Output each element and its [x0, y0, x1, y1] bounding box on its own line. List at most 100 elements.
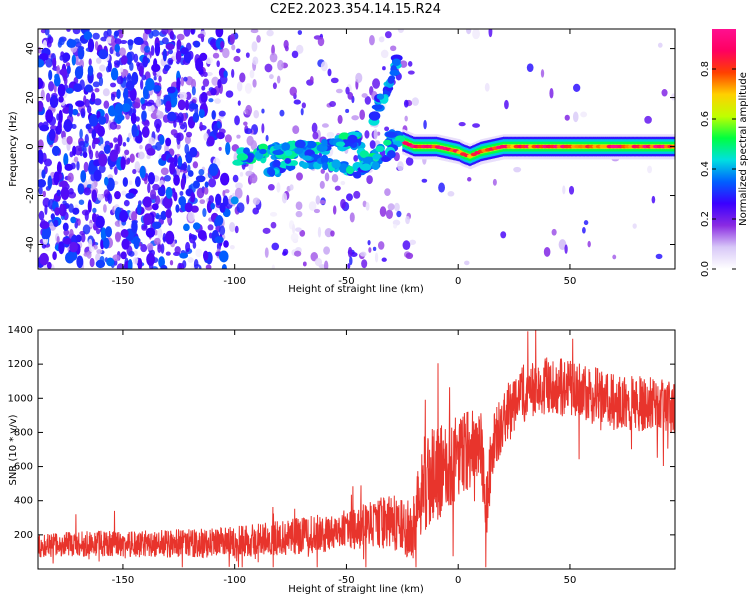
heatmap-cell [568, 139, 572, 143]
heatmap-cell [527, 149, 530, 152]
heatmap-cell [512, 134, 515, 138]
heatmap-cell [666, 139, 670, 143]
heatmap-cell [78, 199, 85, 205]
heatmap-cell [421, 151, 424, 155]
heatmap-cell [612, 141, 616, 145]
heatmap-cell [588, 151, 592, 155]
heatmap-cell [484, 143, 487, 147]
heatmap-cell [619, 149, 623, 152]
heatmap-cell [670, 151, 674, 155]
heatmap-cell [196, 187, 205, 199]
heatmap-cell [493, 148, 497, 152]
heatmap-cell [442, 150, 446, 154]
heatmap-cell [603, 151, 606, 155]
heatmap-cell [406, 150, 409, 154]
heatmap-cell [472, 160, 475, 164]
heatmap-cell [62, 238, 73, 245]
heatmap-cell [490, 154, 494, 158]
heatmap-cell [465, 142, 468, 146]
heatmap-cell [493, 153, 497, 157]
heatmap-cell [606, 151, 609, 155]
heatmap-cell [142, 213, 153, 226]
heatmap-cell [543, 246, 551, 257]
heatmap-cell [596, 151, 600, 155]
heatmap-cell [524, 136, 527, 140]
heatmap-cell [139, 165, 146, 179]
heatmap-cell [434, 136, 438, 140]
heatmap-cell [552, 141, 556, 145]
heatmap-cell [533, 139, 537, 143]
heatmap-cell [68, 188, 74, 195]
heatmap-cell [269, 74, 274, 80]
heatmap-cell [518, 136, 522, 140]
heatmap-cell [618, 139, 621, 143]
heatmap-cell [665, 141, 668, 145]
heatmap-cell [152, 221, 162, 229]
heatmap-cell [590, 149, 593, 152]
heatmap-cell [595, 134, 598, 138]
heatmap-cell [658, 153, 661, 157]
heatmap-cell [253, 109, 260, 119]
heatmap-cell [588, 149, 592, 152]
heatmap-cell [430, 141, 433, 145]
heatmap-cell [205, 57, 213, 65]
heatmap-cell [74, 145, 83, 156]
heatmap-cell [663, 139, 667, 143]
heatmap-cell [455, 143, 459, 147]
heatmap-cell [134, 161, 141, 173]
heatmap-cell [576, 134, 580, 138]
heatmap-cell [647, 134, 651, 138]
heatmap-cell [446, 144, 450, 147]
heatmap-cell [655, 139, 659, 143]
heatmap-cell [651, 149, 655, 152]
heatmap-cell [649, 141, 652, 145]
heatmap-cell [142, 196, 152, 208]
heatmap-cell [384, 188, 391, 196]
heatmap-cell [584, 139, 588, 143]
heatmap-cell [362, 200, 367, 208]
heatmap-cell [458, 154, 462, 158]
heatmap-cell [665, 139, 668, 143]
heatmap-cell [359, 109, 366, 121]
heatmap-cell [596, 136, 600, 140]
heatmap-cell [484, 138, 487, 142]
heatmap-cell [415, 151, 419, 155]
heatmap-cell [277, 59, 284, 71]
heatmap-cell [464, 161, 467, 165]
heatmap-cell [82, 151, 88, 159]
heatmap-cell [302, 155, 312, 161]
heatmap-cell [442, 143, 446, 147]
heatmap-cell [607, 134, 611, 138]
heatmap-cell [637, 149, 640, 152]
heatmap-cell [482, 146, 486, 150]
heatmap-cell [641, 141, 644, 145]
heatmap-cell [510, 151, 514, 155]
heatmap-cell [87, 38, 95, 53]
heatmap-cell [535, 156, 538, 160]
heatmap-cell [44, 29, 50, 36]
heatmap-cell [596, 156, 600, 160]
heatmap-cell [517, 139, 521, 143]
heatmap-cell [313, 208, 321, 214]
snr-x-tick-label: 50 [564, 575, 577, 586]
heatmap-cell [645, 153, 648, 157]
heatmap-cell [148, 137, 156, 145]
heatmap-cell [512, 156, 515, 160]
heatmap-cell [92, 81, 100, 88]
heatmap-cell [91, 189, 98, 203]
snr-y-tick-label: 600 [14, 462, 33, 473]
heatmap-cell [185, 131, 193, 138]
heatmap-cell [658, 139, 661, 143]
heatmap-cell [89, 257, 95, 268]
heatmap-cell [559, 156, 562, 160]
heatmap-cell [628, 136, 632, 140]
heatmap-cell [137, 151, 145, 160]
heatmap-cell [596, 153, 600, 157]
heatmap-cell [649, 139, 652, 143]
heatmap-cell [529, 149, 533, 152]
heatmap-cell [576, 136, 580, 140]
heatmap-cell [279, 109, 285, 117]
heatmap-cell [567, 151, 570, 155]
heatmap-cell [469, 158, 472, 162]
